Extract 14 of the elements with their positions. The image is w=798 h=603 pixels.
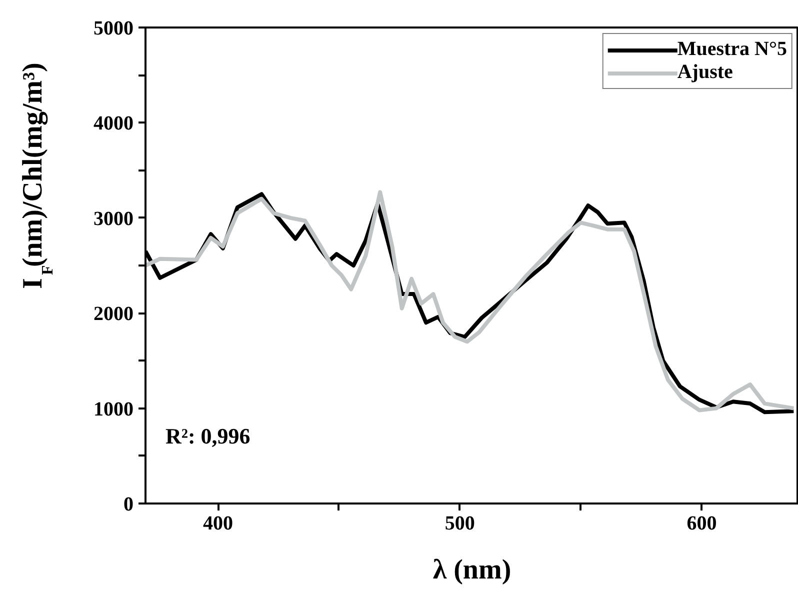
- y-tick-label: 2000: [94, 303, 134, 326]
- y-tick-label: 1000: [94, 398, 134, 420]
- annotation: R²: 0,996: [166, 424, 250, 448]
- y-tick-label: 0: [124, 494, 134, 516]
- x-tick-label: 400: [203, 512, 234, 534]
- y-tick-label: 4000: [94, 112, 134, 135]
- y-tick-label: 3000: [94, 208, 134, 230]
- x-tick-label: 500: [444, 512, 475, 534]
- x-tick-label: 600: [686, 512, 717, 534]
- y-tick-label: 5000: [94, 18, 134, 40]
- y-axis-title: IF(nm)/Chl(mg/m³): [18, 62, 56, 290]
- legend-label: Muestra N°5: [677, 38, 787, 61]
- x-axis-title: λ (nm): [432, 554, 512, 586]
- legend-label: Ajuste: [677, 61, 733, 84]
